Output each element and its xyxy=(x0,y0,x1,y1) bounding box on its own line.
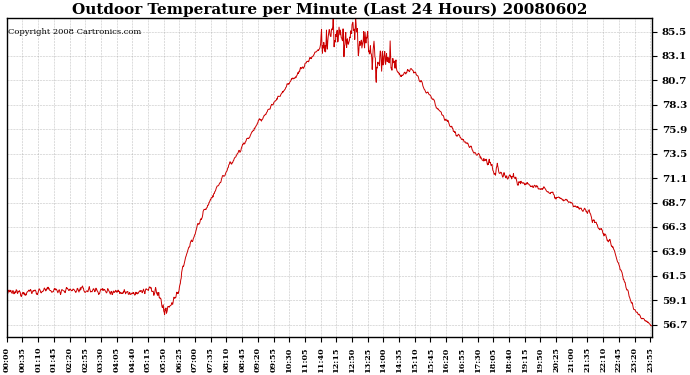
Title: Outdoor Temperature per Minute (Last 24 Hours) 20080602: Outdoor Temperature per Minute (Last 24 … xyxy=(72,3,587,17)
Text: Copyright 2008 Cartronics.com: Copyright 2008 Cartronics.com xyxy=(8,28,141,36)
